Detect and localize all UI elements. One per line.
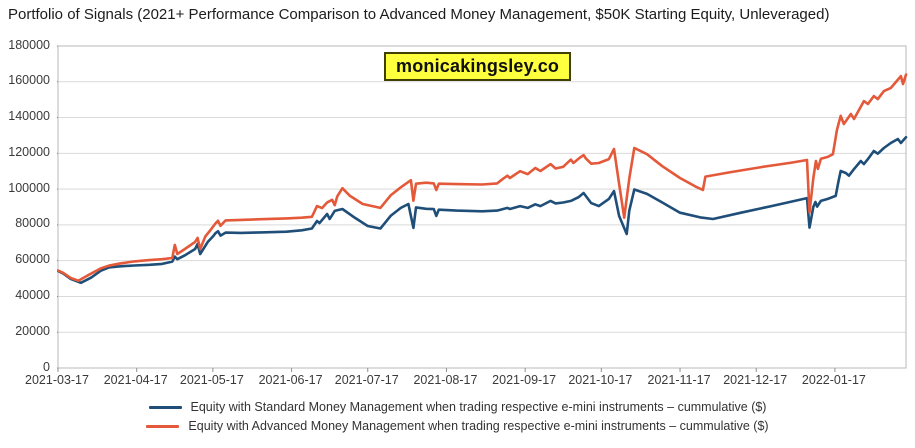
chart-title: Portfolio of Signals (2021+ Performance … xyxy=(8,6,830,23)
x-axis-label: 2021-12-17 xyxy=(723,373,788,387)
legend-label-standard: Equity with Standard Money Management wh… xyxy=(190,400,767,414)
plot-border xyxy=(57,45,907,369)
chart-plot xyxy=(53,45,908,372)
x-axis-label: 2022-01-17 xyxy=(801,373,866,387)
y-axis-label: 20000 xyxy=(15,323,50,338)
x-axis-label: 2021-05-17 xyxy=(179,373,244,387)
watermark-badge: monicakingsley.co xyxy=(384,52,572,81)
x-axis-label: 2021-11-17 xyxy=(647,373,711,387)
y-axis-label: 120000 xyxy=(8,144,50,159)
legend-item-advanced: Equity with Advanced Money Management wh… xyxy=(146,419,769,433)
y-axis-label: 160000 xyxy=(8,73,50,88)
series-line-advanced xyxy=(56,73,908,282)
x-axis-label: 2021-04-17 xyxy=(103,373,168,387)
x-axis-label: 2021-09-17 xyxy=(492,373,557,387)
legend-label-advanced: Equity with Advanced Money Management wh… xyxy=(188,419,769,433)
plot-area xyxy=(53,45,913,380)
x-axis-label: 2021-08-17 xyxy=(413,373,478,387)
x-axis-label: 2021-03-17 xyxy=(25,373,89,387)
y-axis-label: 180000 xyxy=(8,37,50,52)
x-axis-label: 2021-07-17 xyxy=(334,373,399,387)
legend-swatch-standard xyxy=(148,405,182,409)
y-axis-label: 140000 xyxy=(8,109,50,124)
y-axis-label: 0 xyxy=(43,359,50,374)
legend-swatch-advanced xyxy=(146,424,180,428)
legend-item-standard: Equity with Standard Money Management wh… xyxy=(148,400,767,414)
y-axis-label: 60000 xyxy=(15,252,50,267)
x-axis-label: 2021-10-17 xyxy=(568,373,633,387)
chart-legend: Equity with Standard Money Management wh… xyxy=(0,400,915,433)
y-axis-label: 40000 xyxy=(15,287,50,302)
x-axis-label: 2021-06-17 xyxy=(258,373,323,387)
y-axis-label: 100000 xyxy=(8,180,50,195)
y-axis-label: 80000 xyxy=(15,216,50,231)
